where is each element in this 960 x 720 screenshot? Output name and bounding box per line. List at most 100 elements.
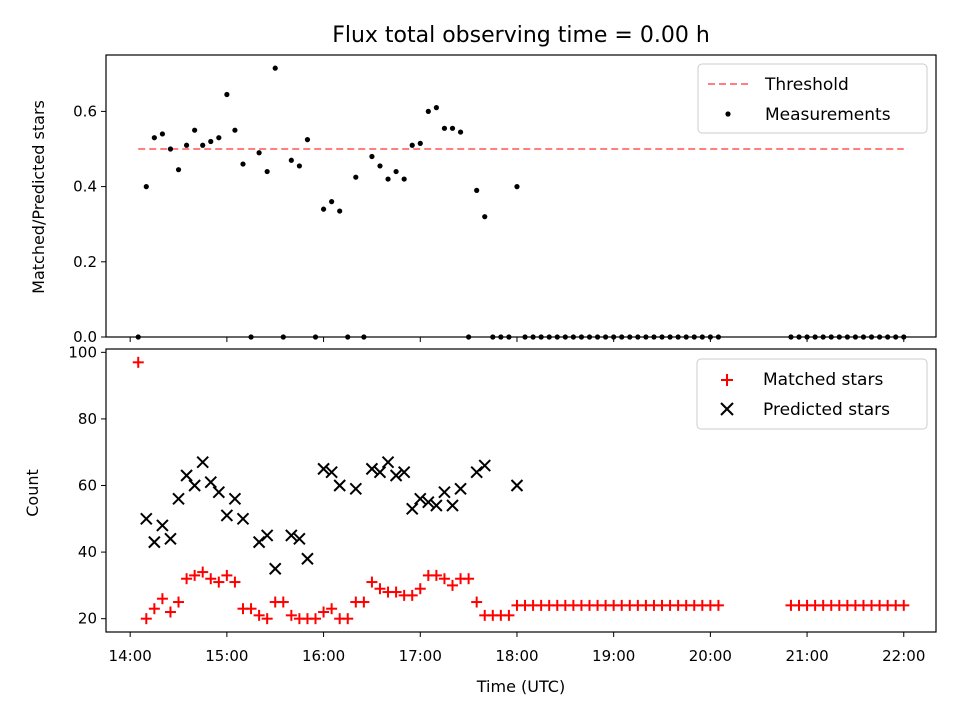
measurement-point <box>288 157 294 163</box>
legend-measurements-label: Measurements <box>765 105 891 125</box>
measurement-point <box>401 176 407 182</box>
matched-star-point <box>438 573 450 585</box>
predicted-star-point <box>285 529 298 542</box>
matched-star-point <box>140 613 152 625</box>
legend-box <box>697 63 928 134</box>
predicted-star-point <box>454 482 467 496</box>
predicted-star-point <box>148 535 161 549</box>
measurement-point <box>433 105 439 111</box>
predicted-star-point <box>228 492 242 506</box>
measurement-point <box>482 214 488 220</box>
measurement-point <box>224 91 230 98</box>
matched-star-point <box>173 596 185 608</box>
bottom-y-tick-label: 20 <box>78 610 97 628</box>
x-tick-label: 16:00 <box>302 647 345 665</box>
predicted-star-point <box>204 475 217 489</box>
legend-predicted-label: Predicted stars <box>763 400 890 420</box>
measurement-point <box>337 208 343 214</box>
legend-threshold-label: Threshold <box>764 75 849 95</box>
measurement-point <box>151 135 157 141</box>
measurement-point <box>449 125 456 131</box>
predicted-star-point <box>140 512 153 526</box>
x-tick-label: 19:00 <box>592 647 635 665</box>
measurement-point <box>216 135 222 141</box>
x-tick-label: 17:00 <box>399 647 442 665</box>
matched-star-point <box>285 609 297 621</box>
measurement-point <box>167 146 174 152</box>
bottom-axis-ticks: 20 40 60 80 100 14:00 15:00 16:00 17:00 18:00 19:0… <box>68 343 925 665</box>
measurement-point <box>393 168 399 175</box>
predicted-star-point <box>212 485 226 499</box>
matched-star-point <box>374 583 386 595</box>
x-tick-label: 14:00 <box>109 647 152 665</box>
measurement-point <box>264 168 270 175</box>
matched-star-point <box>253 609 265 621</box>
measurement-point <box>320 206 327 212</box>
matched-star-point <box>712 599 724 611</box>
predicted-star-point <box>260 529 274 542</box>
matched-star-point <box>406 589 418 601</box>
matched-star-point <box>447 579 459 591</box>
predicted-star-point <box>196 455 209 469</box>
counts-layer <box>132 356 910 625</box>
predicted-star-point <box>430 499 443 512</box>
top-y-tick-label: 0.4 <box>73 178 97 196</box>
predicted-star-point <box>373 465 387 479</box>
top-axis-ticks: 0.0 0.2 0.4 0.6 <box>73 102 905 346</box>
predicted-star-point <box>510 479 524 492</box>
matched-star-point <box>213 576 225 588</box>
measurement-point <box>329 199 335 205</box>
matched-star-point <box>261 613 273 625</box>
measurement-point <box>514 184 520 190</box>
measurement-point <box>385 176 391 182</box>
measurement-point <box>232 127 238 133</box>
predicted-star-point <box>301 552 314 565</box>
matched-star-point <box>366 576 378 588</box>
legend-matched-swatch <box>721 374 733 386</box>
x-axis-label: Time (UTC) <box>476 677 565 696</box>
predicted-star-point <box>438 485 451 499</box>
matched-star-point <box>221 569 233 581</box>
measurements-layer <box>135 65 907 340</box>
predicted-star-point <box>293 532 306 545</box>
predicted-star-point <box>180 469 193 482</box>
predicted-star-point <box>389 469 403 482</box>
legend-predicted-swatch <box>720 402 734 416</box>
measurement-point <box>256 150 262 156</box>
measurement-point <box>417 140 423 146</box>
predicted-star-point <box>164 532 177 545</box>
matched-star-point <box>342 613 354 625</box>
measurement-point <box>369 153 375 160</box>
legend-matched-label: Matched stars <box>763 370 883 390</box>
bottom-y-tick-label: 40 <box>78 543 97 561</box>
bottom-y-tick-label: 60 <box>78 477 97 495</box>
top-y-tick-label: 0.2 <box>73 253 97 271</box>
measurement-point <box>183 142 190 148</box>
top-legend: Threshold Measurements <box>697 63 928 134</box>
measurement-point <box>457 129 464 135</box>
x-tick-label: 22:00 <box>882 647 925 665</box>
measurement-point <box>143 184 149 190</box>
matched-star-point <box>229 576 241 588</box>
measurement-point <box>353 174 359 180</box>
predicted-star-point <box>406 502 419 516</box>
matched-star-point <box>189 569 201 581</box>
legend-measurements-swatch <box>725 111 731 117</box>
matched-star-point <box>463 573 475 585</box>
bottom-legend: Matched stars Predicted stars <box>696 358 928 430</box>
bottom-plot-frame <box>105 348 937 633</box>
matched-star-point <box>164 606 176 618</box>
measurement-point <box>377 163 383 169</box>
predicted-star-point <box>349 482 363 496</box>
x-tick-label: 18:00 <box>495 647 538 665</box>
measurement-point <box>200 142 206 148</box>
predicted-star-point <box>236 512 250 526</box>
matched-star-point <box>430 569 442 581</box>
matched-star-point <box>156 593 168 605</box>
bottom-subplot: Count Time (UTC) 20 40 60 80 100 14:00 15:00 16… <box>23 343 937 696</box>
predicted-star-point <box>156 519 169 532</box>
measurement-point <box>304 137 311 143</box>
top-plot-frame <box>105 54 937 338</box>
matched-star-point <box>414 583 426 595</box>
